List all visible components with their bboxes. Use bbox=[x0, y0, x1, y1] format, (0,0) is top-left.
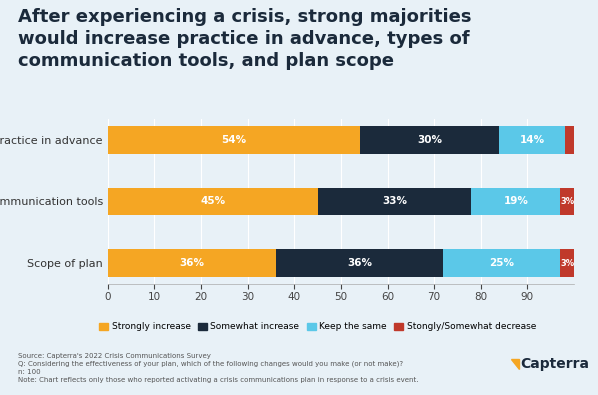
Text: 54%: 54% bbox=[221, 135, 246, 145]
Bar bbox=[565, 126, 574, 154]
Text: 36%: 36% bbox=[347, 258, 372, 268]
Text: 30%: 30% bbox=[417, 135, 442, 145]
Text: After experiencing a crisis, strong majorities
would increase practice in advanc: After experiencing a crisis, strong majo… bbox=[18, 8, 471, 70]
Bar bbox=[471, 188, 560, 215]
Bar bbox=[318, 188, 471, 215]
Text: 3%: 3% bbox=[560, 197, 574, 206]
Text: 19%: 19% bbox=[504, 196, 528, 207]
Bar bbox=[276, 249, 444, 277]
Bar bbox=[108, 188, 318, 215]
Bar bbox=[560, 188, 574, 215]
Text: 3%: 3% bbox=[560, 258, 574, 267]
Bar bbox=[444, 249, 560, 277]
Text: Capterra: Capterra bbox=[520, 357, 589, 371]
Text: 36%: 36% bbox=[179, 258, 204, 268]
Text: Source: Capterra's 2022 Crisis Communications Survey
Q: Considering the effectiv: Source: Capterra's 2022 Crisis Communica… bbox=[18, 353, 419, 383]
Bar bbox=[359, 126, 499, 154]
Bar bbox=[108, 249, 276, 277]
Text: 45%: 45% bbox=[200, 196, 225, 207]
Legend: Strongly increase, Somewhat increase, Keep the same, Stongly/Somewhat decrease: Strongly increase, Somewhat increase, Ke… bbox=[95, 319, 540, 335]
Bar bbox=[499, 126, 565, 154]
Text: 14%: 14% bbox=[520, 135, 545, 145]
Bar bbox=[108, 126, 359, 154]
Text: 25%: 25% bbox=[489, 258, 514, 268]
Bar bbox=[560, 249, 574, 277]
Text: 33%: 33% bbox=[382, 196, 407, 207]
